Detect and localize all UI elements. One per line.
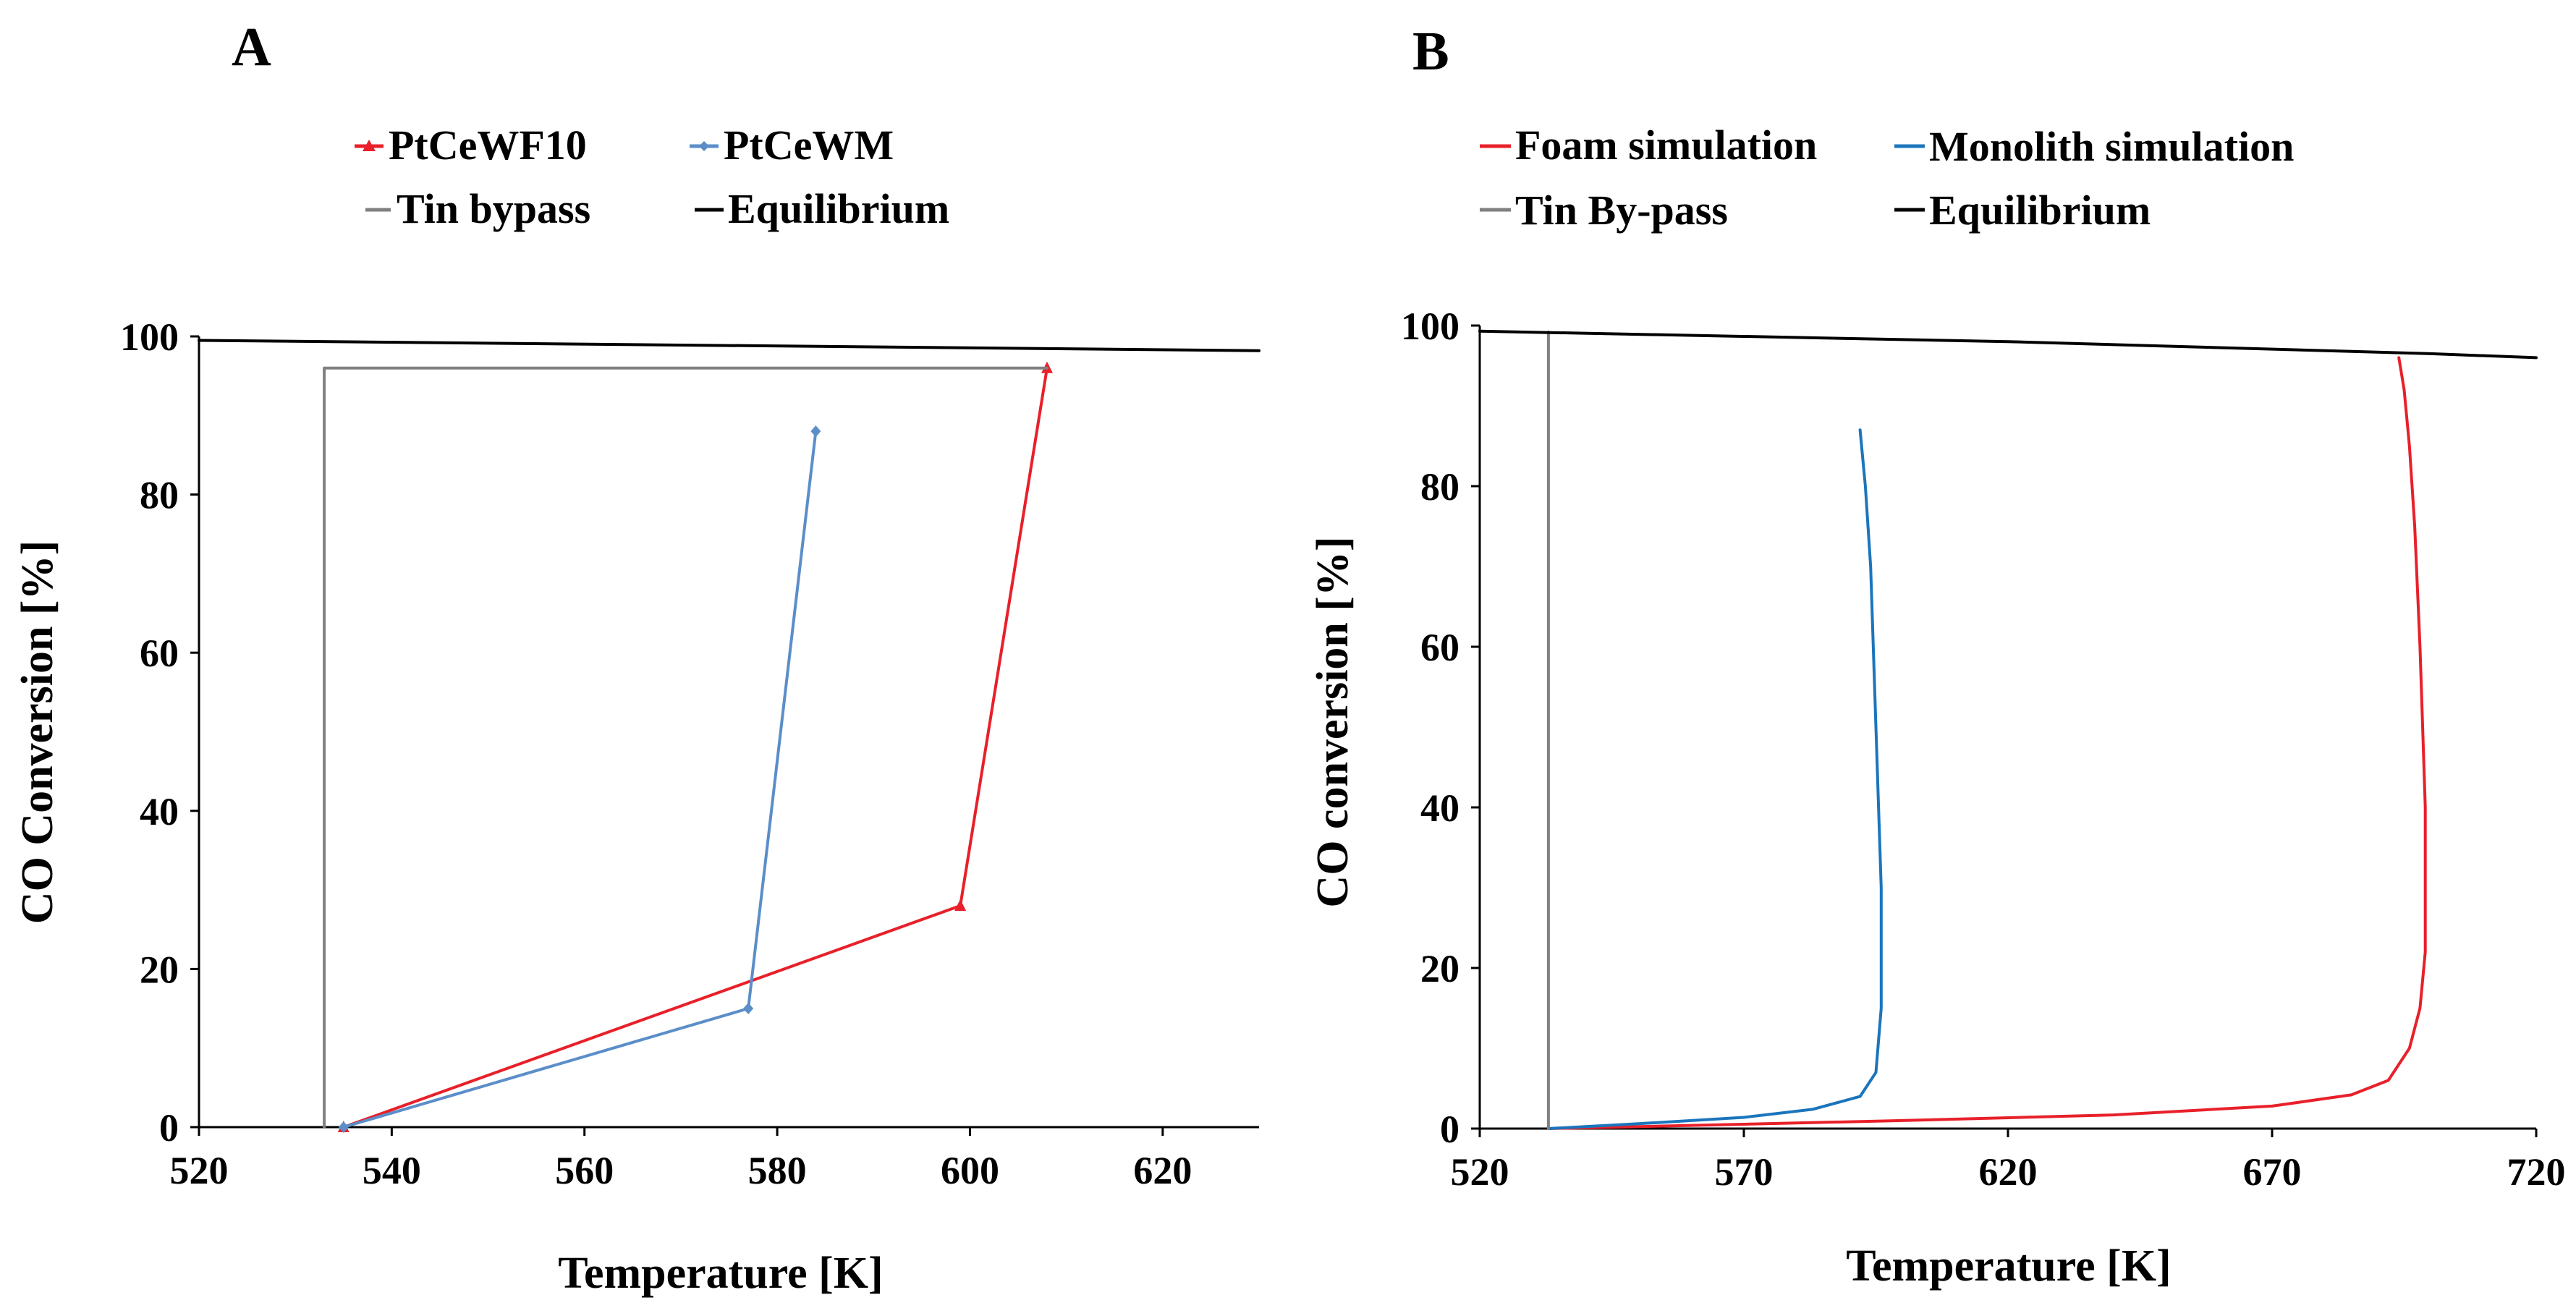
legend-a-item-ptcewf10: PtCeWF10 <box>355 122 587 169</box>
series-b-monolith-simulation <box>1546 428 1883 1130</box>
series-a-ptcewf10 <box>342 366 1048 1129</box>
legend-b-item-foam-simulation: Foam simulation <box>1480 122 1817 169</box>
legend-a-item-tin-bypass: Tin bypass <box>365 185 590 232</box>
point-a-ptcewm-0 <box>338 1121 349 1133</box>
y-tick-label-b-60: 60 <box>1420 626 1459 669</box>
legend-a-marker-ptcewm <box>699 141 709 151</box>
y-tick-label-a-0: 0 <box>159 1106 179 1150</box>
y-tick-label-b-0: 0 <box>1440 1108 1459 1151</box>
y-tick-label-b-40: 40 <box>1420 786 1459 830</box>
y-tick-label-a-60: 60 <box>140 632 179 675</box>
point-a-ptcewm-2 <box>810 425 821 438</box>
y-axis-title-a: CO Conversion [%] <box>13 540 62 924</box>
legend-a-label-equilibrium: Equilibrium <box>728 185 949 232</box>
legend-a: PtCeWF10 PtCeWM Tin bypass Equilibrium <box>355 122 949 232</box>
y-axis-title-b: CO conversion [%] <box>1308 536 1357 907</box>
series-b-equilibrium <box>1478 329 2538 360</box>
series-a-ptcewm <box>342 430 818 1129</box>
series-a-equilibrium <box>198 339 1261 352</box>
legend-b-label-tin-by-pass: Tin By-pass <box>1515 187 1728 234</box>
x-axis-title-a: Temperature [K] <box>558 1249 883 1298</box>
x-tick-label-a-560: 560 <box>555 1149 614 1192</box>
y-tick-label-a-80: 80 <box>140 474 179 517</box>
legend-a-label-ptcewm: PtCeWM <box>724 122 894 169</box>
panel-a: A PtCeWF10 PtCeWM Tin bypass Equilibrium… <box>13 17 1261 1298</box>
legend-b-item-monolith-simulation: Monolith simulation <box>1894 123 2294 170</box>
legend-b: Foam simulation Monolith simulation Tin … <box>1480 122 2294 234</box>
legend-a-label-tin-bypass: Tin bypass <box>397 185 590 232</box>
legend-b-label-equilibrium: Equilibrium <box>1929 187 2151 234</box>
x-tick-label-b-570: 570 <box>1715 1150 1774 1194</box>
x-axis-title-b: Temperature [K] <box>1846 1241 2171 1291</box>
x-tick-label-b-720: 720 <box>2507 1150 2566 1194</box>
legend-a-item-equilibrium: Equilibrium <box>695 185 949 232</box>
x-tick-label-b-670: 670 <box>2243 1150 2302 1194</box>
legend-b-label-foam-simulation: Foam simulation <box>1515 122 1817 169</box>
x-tick-label-a-580: 580 <box>748 1149 807 1192</box>
legend-a-item-ptcewm: PtCeWM <box>690 122 894 169</box>
legend-b-item-equilibrium: Equilibrium <box>1894 187 2151 234</box>
x-tick-label-a-620: 620 <box>1133 1149 1192 1192</box>
y-tick-label-b-80: 80 <box>1420 465 1459 509</box>
x-tick-label-a-600: 600 <box>941 1149 999 1192</box>
legend-a-marker-ptcewf10 <box>363 140 376 151</box>
y-tick-label-a-20: 20 <box>140 948 179 991</box>
panel-a-letter: A <box>232 17 271 77</box>
plot-area-a: 0 20 40 60 80 100 520 540 560 580 600 620 <box>120 315 1261 1192</box>
panel-b: B Foam simulation Monolith simulation Ti… <box>1308 21 2566 1291</box>
x-tick-label-b-620: 620 <box>1979 1150 2038 1194</box>
series-a-tin-bypass <box>323 366 1048 1129</box>
y-tick-label-b-20: 20 <box>1420 947 1459 990</box>
x-tick-label-a-520: 520 <box>170 1149 229 1192</box>
series-b-foam-simulation <box>1546 356 2427 1130</box>
x-tick-label-a-540: 540 <box>363 1149 421 1192</box>
panel-b-letter: B <box>1412 21 1449 82</box>
y-tick-label-b-100: 100 <box>1401 305 1459 348</box>
legend-b-label-monolith-simulation: Monolith simulation <box>1929 123 2294 170</box>
y-tick-label-a-100: 100 <box>120 315 179 359</box>
point-a-ptcewf10-1 <box>954 899 967 911</box>
legend-b-item-tin-by-pass: Tin By-pass <box>1480 187 1728 234</box>
legend-a-label-ptcewf10: PtCeWF10 <box>389 122 587 169</box>
point-a-ptcewm-1 <box>743 1003 754 1015</box>
y-tick-label-a-40: 40 <box>140 790 179 833</box>
x-tick-label-b-520: 520 <box>1451 1150 1509 1194</box>
plot-area-b: 0 20 40 60 80 100 520 570 620 670 720 <box>1401 305 2566 1194</box>
